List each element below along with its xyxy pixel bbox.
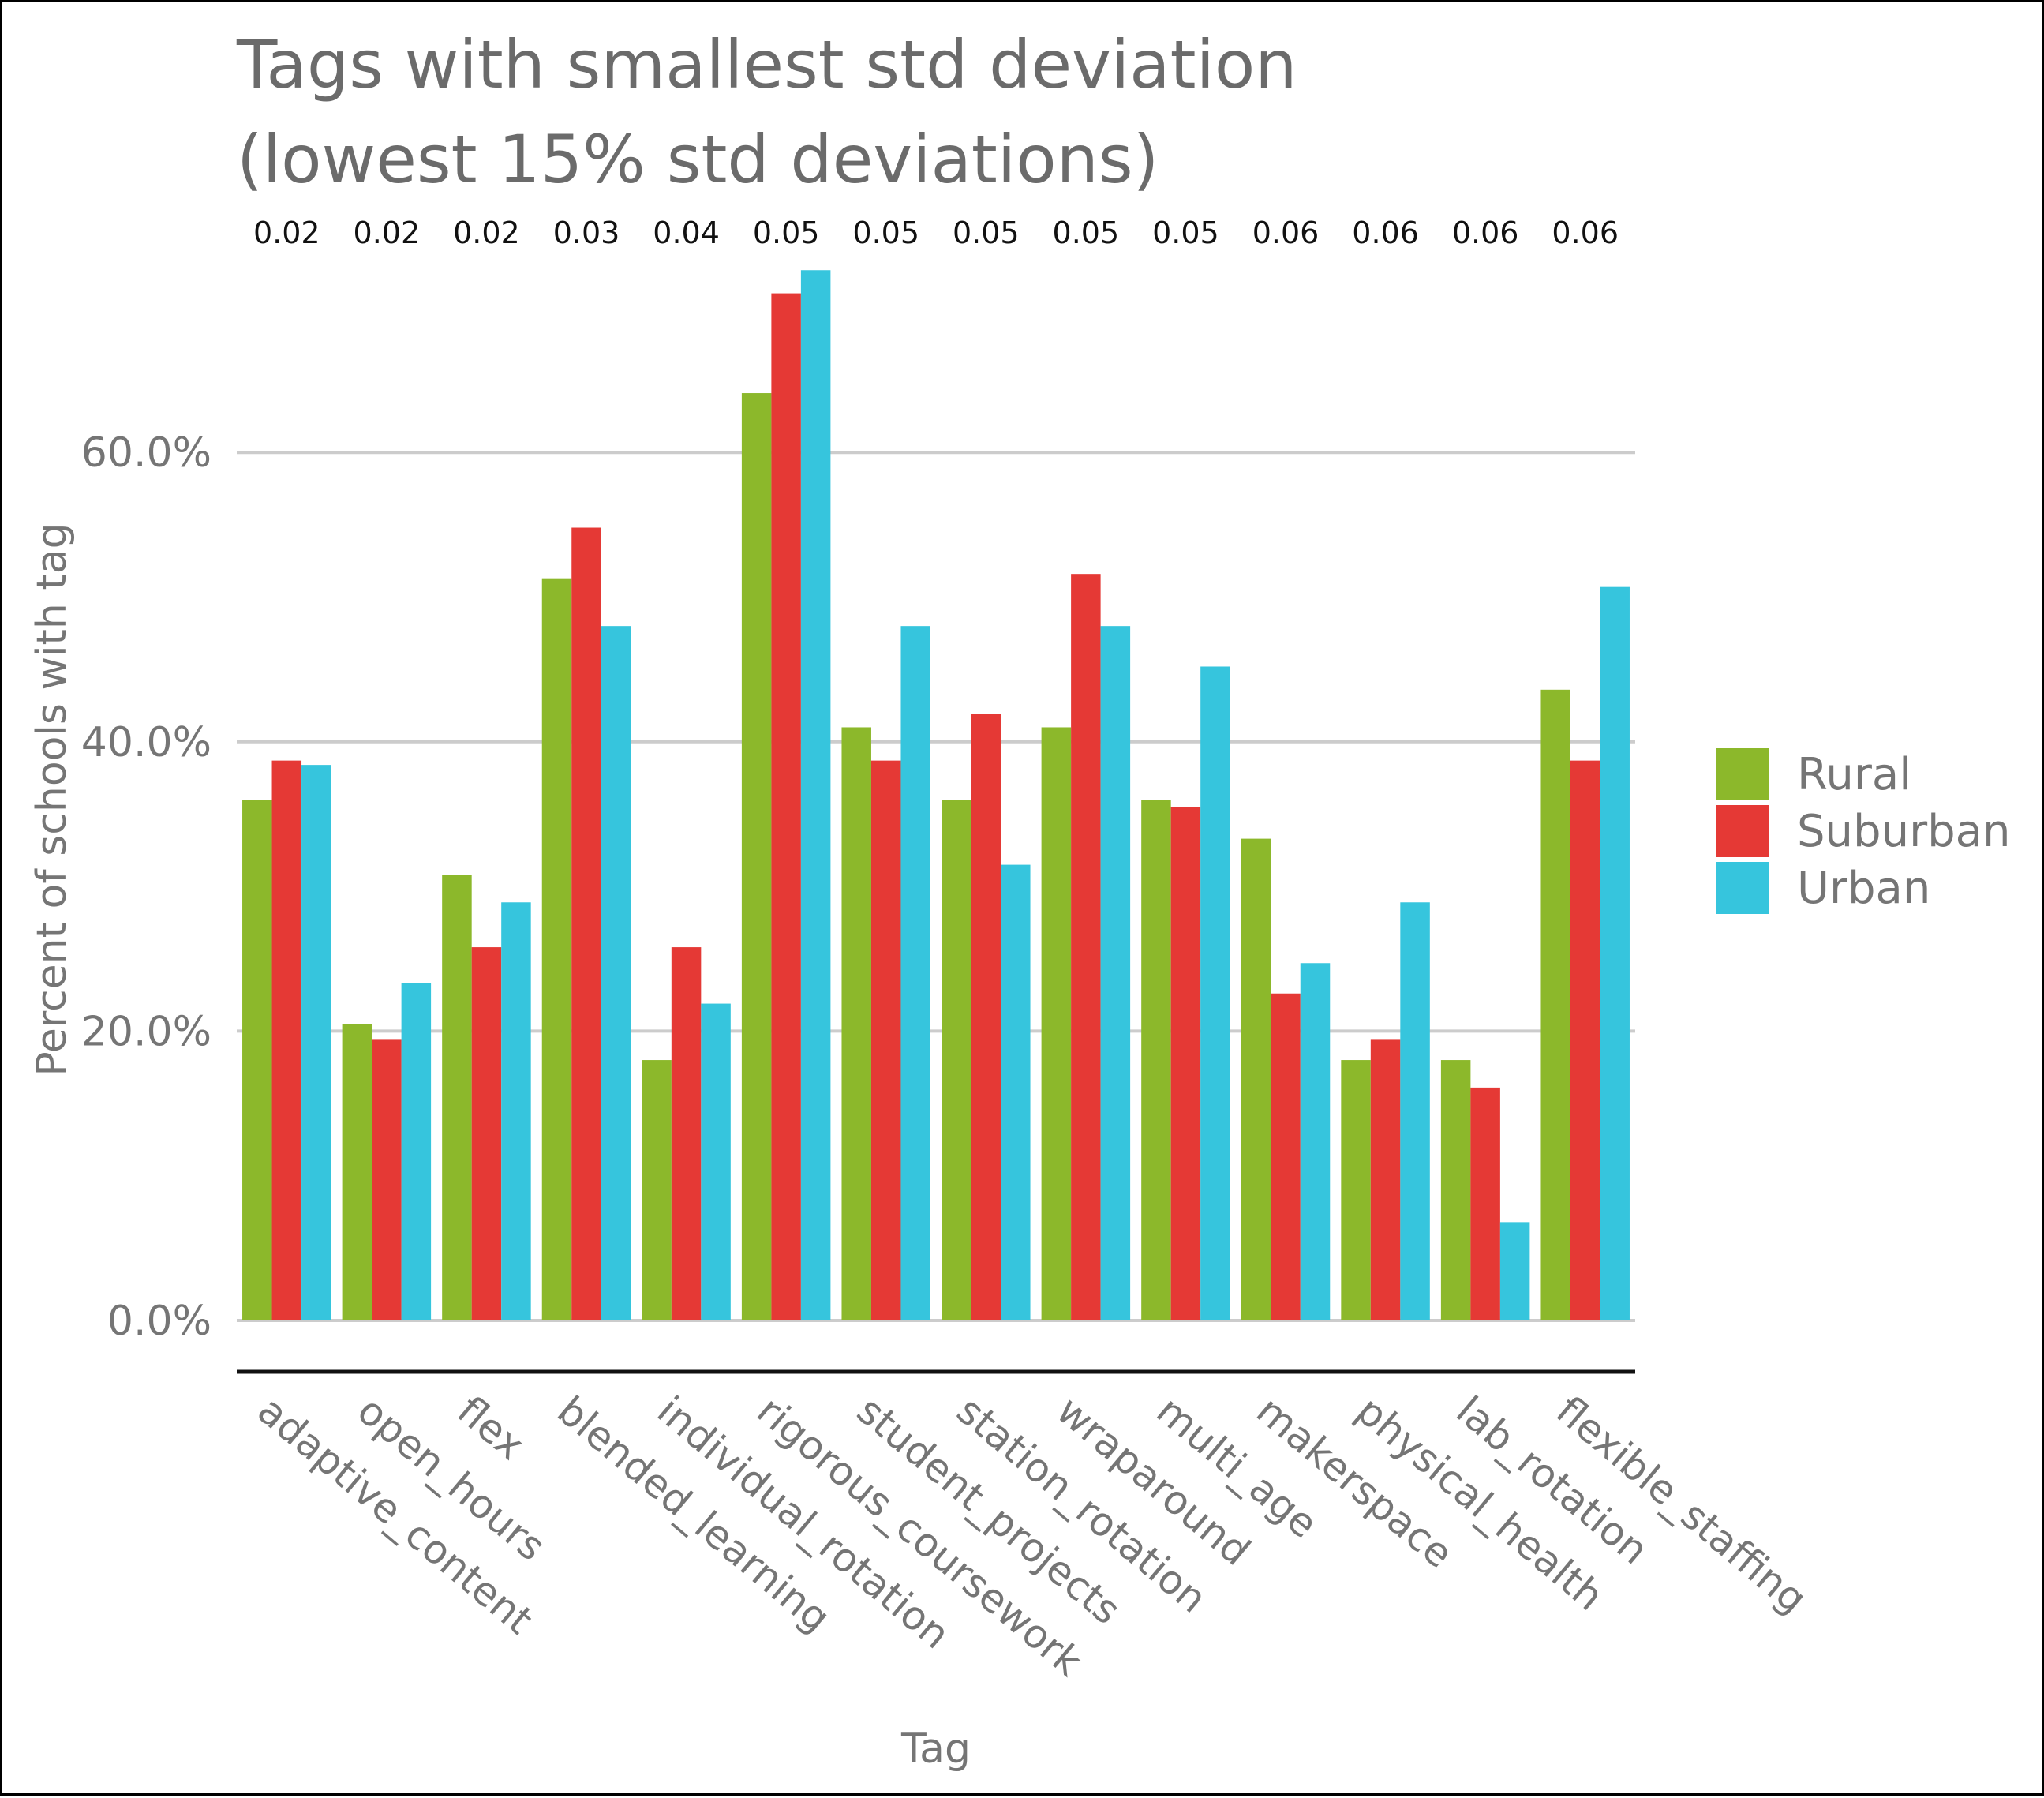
- std-label: 0.05: [852, 215, 919, 250]
- std-label: 0.06: [1352, 215, 1419, 250]
- legend-label: Rural: [1797, 749, 1911, 800]
- bar-rural-individual_rotation: [642, 1060, 672, 1320]
- std-label: 0.06: [1252, 215, 1320, 250]
- bar-suburban-lab_rotation: [1470, 1087, 1500, 1320]
- std-label: 0.02: [253, 215, 320, 250]
- bar-urban-adaptive_content: [301, 765, 331, 1320]
- y-tick-label: 0.0%: [107, 1298, 212, 1345]
- legend-label: Urban: [1797, 863, 1930, 914]
- std-label: 0.02: [354, 215, 421, 250]
- bar-rural-station_rotation: [942, 800, 971, 1320]
- y-tick-label: 20.0%: [81, 1008, 212, 1055]
- legend-swatch-suburban: [1716, 805, 1769, 857]
- legend-swatch-rural: [1716, 748, 1769, 800]
- bar-urban-individual_rotation: [701, 1003, 731, 1320]
- bar-urban-lab_rotation: [1499, 1222, 1530, 1320]
- bar-rural-wraparound: [1041, 727, 1072, 1320]
- std-label: 0.04: [653, 215, 720, 250]
- bar-rural-multi_age: [1141, 800, 1171, 1320]
- bar-urban-flex: [501, 902, 531, 1320]
- bar-suburban-station_rotation: [971, 714, 1001, 1320]
- bar-suburban-flex: [471, 947, 502, 1320]
- bar-suburban-flexible_staffing: [1570, 760, 1600, 1320]
- legend-swatch-urban: [1716, 862, 1769, 914]
- chart-title: Tags with smallest std deviation (lowest…: [236, 26, 1297, 198]
- bars: [242, 270, 1630, 1321]
- bar-urban-flexible_staffing: [1600, 586, 1630, 1320]
- std-label: 0.06: [1452, 215, 1519, 250]
- bar-urban-open_hours: [401, 983, 432, 1320]
- x-axis-title: Tag: [900, 1725, 971, 1773]
- bar-rural-lab_rotation: [1440, 1060, 1471, 1320]
- chart-title-line-2: (lowest 15% std deviations): [237, 121, 1159, 198]
- bar-urban-station_rotation: [1001, 864, 1031, 1320]
- bar-urban-multi_age: [1200, 666, 1230, 1320]
- std-label: 0.02: [453, 215, 520, 250]
- bar-rural-physical_health: [1341, 1060, 1371, 1320]
- y-axis-ticks: 0.0% 20.0% 40.0% 60.0%: [81, 429, 212, 1345]
- bar-suburban-physical_health: [1370, 1039, 1401, 1320]
- y-tick-label: 40.0%: [81, 719, 212, 766]
- y-tick-label: 60.0%: [81, 429, 212, 477]
- bar-urban-blended_learning: [601, 626, 631, 1320]
- bar-suburban-multi_age: [1170, 807, 1201, 1320]
- std-label: 0.05: [1053, 215, 1120, 250]
- bar-urban-student_projects: [900, 626, 930, 1320]
- bar-suburban-open_hours: [372, 1039, 402, 1320]
- bar-rural-open_hours: [342, 1024, 372, 1320]
- y-axis-title: Percent of schools with tag: [28, 523, 76, 1076]
- bar-suburban-individual_rotation: [671, 947, 702, 1320]
- bar-rural-blended_learning: [541, 578, 572, 1320]
- bar-rural-makerspace: [1241, 838, 1271, 1320]
- bar-rural-adaptive_content: [242, 800, 272, 1320]
- chart-title-line-1: Tags with smallest std deviation: [236, 26, 1297, 103]
- bar-urban-wraparound: [1100, 626, 1131, 1320]
- bar-suburban-rigorous_coursework: [771, 293, 801, 1320]
- bar-suburban-student_projects: [870, 760, 901, 1320]
- bar-urban-rigorous_coursework: [800, 270, 831, 1321]
- bar-rural-student_projects: [841, 727, 871, 1320]
- bar-suburban-adaptive_content: [271, 760, 302, 1320]
- bar-suburban-wraparound: [1071, 574, 1101, 1320]
- bar-suburban-makerspace: [1271, 993, 1301, 1320]
- std-label: 0.06: [1552, 215, 1619, 250]
- std-label: 0.03: [553, 215, 620, 250]
- std-label: 0.05: [953, 215, 1020, 250]
- legend: Rural Suburban Urban: [1716, 748, 2010, 914]
- std-label: 0.05: [753, 215, 820, 250]
- bar-rural-flexible_staffing: [1540, 689, 1570, 1320]
- bar-suburban-blended_learning: [571, 527, 601, 1320]
- bar-rural-rigorous_coursework: [741, 393, 772, 1320]
- bar-rural-flex: [442, 875, 472, 1320]
- bar-urban-physical_health: [1400, 902, 1430, 1320]
- std-label: 0.05: [1152, 215, 1219, 250]
- bar-urban-makerspace: [1300, 963, 1331, 1320]
- std-deviation-labels: 0.02 0.02 0.02 0.03 0.04 0.05 0.05 0.05 0.05 0.05…: [253, 215, 1619, 250]
- legend-label: Suburban: [1797, 806, 2010, 857]
